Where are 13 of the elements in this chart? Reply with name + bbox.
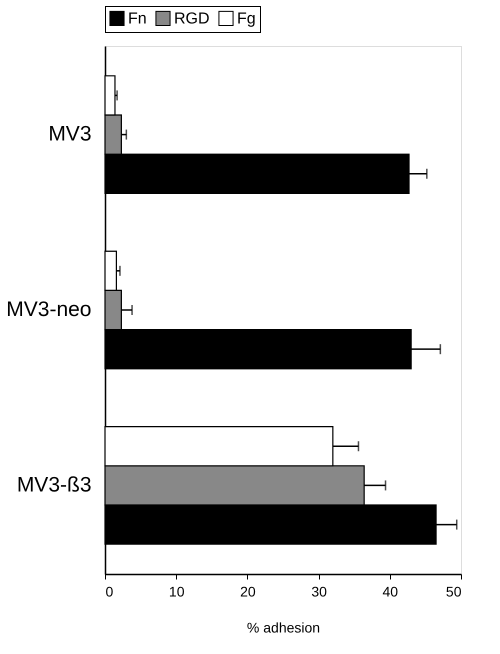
x-tick-label: 0 — [106, 584, 114, 600]
legend-label: Fg — [237, 10, 256, 28]
x-tick-label: 30 — [311, 584, 328, 600]
x-tick-label: 10 — [168, 584, 185, 600]
legend-label: Fn — [128, 10, 147, 28]
y-tick-label: MV3-ß3 — [16, 473, 92, 496]
x-tick-label: 50 — [446, 584, 462, 600]
legend-label: RGD — [174, 10, 210, 28]
x-tick-label: 20 — [240, 584, 256, 600]
y-tick-label: MV3-neo — [6, 298, 92, 321]
x-axis-title: % adhesion — [246, 620, 320, 636]
y-tick-label: MV3 — [48, 122, 92, 146]
x-tick-label: 40 — [382, 584, 398, 600]
